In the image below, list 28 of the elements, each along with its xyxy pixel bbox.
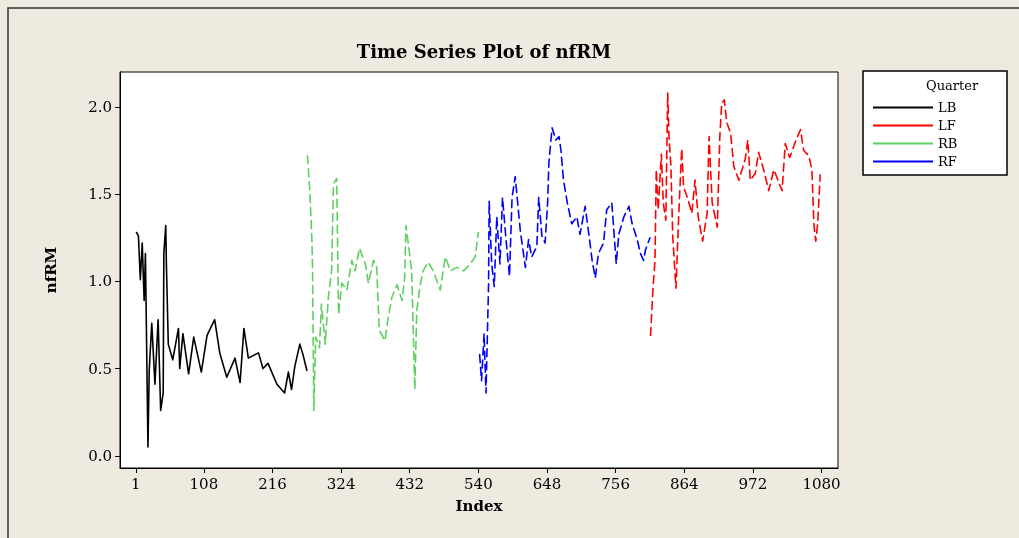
x-tick-label: 648 (532, 474, 562, 493)
x-tick-label: 756 (601, 474, 630, 493)
x-tick-label: 540 (464, 474, 493, 493)
legend-label: RB (938, 136, 958, 151)
chart-title: Time Series Plot of nfRM (356, 40, 612, 62)
line-series (135, 224, 308, 448)
y-axis-title: nfRM (41, 246, 60, 294)
x-tick-label: 1080 (802, 474, 841, 493)
line-series (306, 154, 480, 412)
legend-label: RF (938, 154, 957, 169)
y-tick-label: 1.5 (88, 185, 112, 204)
x-tick-label: 432 (395, 474, 425, 493)
y-tick-label: 2.0 (88, 97, 112, 116)
x-axis-title: Index (455, 496, 504, 515)
legend-label: LB (938, 100, 957, 115)
x-tick-label: 1 (131, 474, 141, 493)
x-tick-label: 324 (326, 474, 356, 493)
x-tick-label: 972 (738, 474, 768, 493)
line-series (478, 127, 651, 394)
line-series (649, 92, 822, 337)
y-tick-label: 0.5 (88, 359, 112, 378)
legend-title: Quarter (926, 78, 979, 93)
legend-label: LF (938, 118, 956, 133)
x-tick-label: 864 (669, 474, 699, 493)
y-tick-label: 1.0 (88, 272, 112, 291)
y-tick-label: 0.0 (88, 446, 112, 465)
x-tick-label: 108 (189, 474, 219, 493)
x-tick-label: 216 (258, 474, 287, 493)
